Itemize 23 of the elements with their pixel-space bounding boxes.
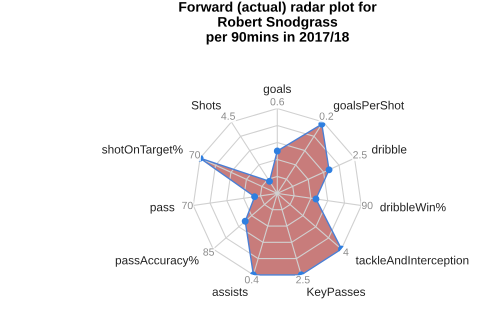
spoke-label: goals [264,84,291,96]
text: 70 [189,151,200,158]
spoke-label: dribbleWin% [380,202,446,212]
spoke-label: dribble [372,144,406,154]
spoke-label: Shots [192,100,221,110]
text: 90 [362,202,373,210]
spoke-label: shotOnTarget% [102,144,183,156]
text: 4.5 [221,112,235,120]
text: 0.4 [244,276,259,284]
spoke-label: KeyPasses [307,288,366,298]
spoke-label: goalsPerShot [334,100,404,112]
spoke-label: assists [212,287,248,296]
text: 0.6 [270,98,284,106]
chart-title: Forward (actual) radar plot for Robert Snodgrass per 90mins in 2017/18 [179,2,376,45]
text: 2.5 [296,276,310,284]
spoke-label: tackleAndInterception [356,256,468,267]
text: 4 [343,248,349,256]
text: 85 [203,248,214,256]
spoke-label: pass [150,204,174,214]
text: 0.2 [320,112,334,120]
text: 2.5 [353,151,367,158]
spoke-label: passAccuracy% [116,256,199,267]
text: 70 [182,202,193,210]
